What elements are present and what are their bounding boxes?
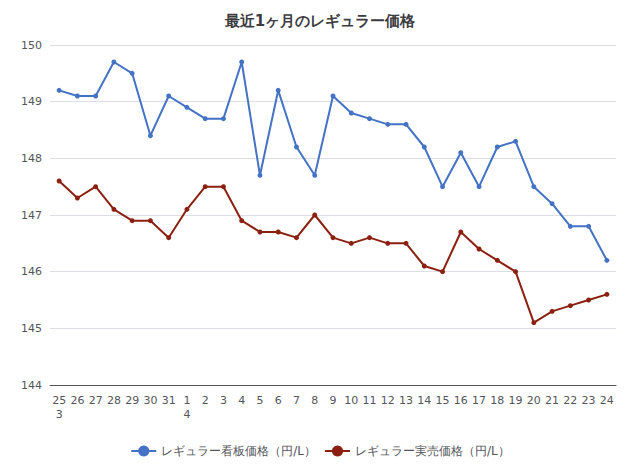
svg-text:19: 19 <box>509 394 523 407</box>
svg-text:12: 12 <box>381 394 395 407</box>
svg-text:147: 147 <box>21 209 42 222</box>
svg-text:150: 150 <box>21 39 42 52</box>
svg-text:6: 6 <box>275 394 282 407</box>
svg-text:144: 144 <box>21 379 42 392</box>
svg-text:9: 9 <box>330 394 337 407</box>
svg-text:148: 148 <box>21 152 42 165</box>
svg-text:149: 149 <box>21 95 42 108</box>
svg-text:21: 21 <box>545 394 559 407</box>
svg-text:18: 18 <box>490 394 504 407</box>
svg-text:レギュラー実売価格（円/L）: レギュラー実売価格（円/L） <box>355 444 510 458</box>
svg-text:1: 1 <box>183 394 190 407</box>
svg-text:2: 2 <box>202 394 209 407</box>
svg-text:5: 5 <box>256 394 263 407</box>
svg-text:15: 15 <box>436 394 450 407</box>
svg-text:20: 20 <box>527 394 541 407</box>
svg-text:26: 26 <box>70 394 84 407</box>
svg-text:最近1ヶ月のレギュラー価格: 最近1ヶ月のレギュラー価格 <box>224 12 416 30</box>
svg-text:レギュラー看板価格（円/L）: レギュラー看板価格（円/L） <box>161 444 316 458</box>
svg-text:30: 30 <box>143 394 157 407</box>
svg-text:14: 14 <box>417 394 431 407</box>
svg-text:16: 16 <box>454 394 468 407</box>
svg-text:24: 24 <box>600 394 614 407</box>
svg-text:3: 3 <box>56 408 63 421</box>
svg-text:4: 4 <box>238 394 245 407</box>
svg-text:11: 11 <box>363 394 377 407</box>
svg-text:13: 13 <box>399 394 413 407</box>
svg-text:29: 29 <box>125 394 139 407</box>
svg-text:3: 3 <box>220 394 227 407</box>
svg-text:31: 31 <box>162 394 176 407</box>
svg-text:22: 22 <box>563 394 577 407</box>
svg-text:28: 28 <box>107 394 121 407</box>
svg-text:10: 10 <box>344 394 358 407</box>
svg-text:27: 27 <box>89 394 103 407</box>
svg-text:145: 145 <box>21 322 42 335</box>
svg-text:17: 17 <box>472 394 486 407</box>
svg-text:7: 7 <box>293 394 300 407</box>
svg-text:8: 8 <box>311 394 318 407</box>
svg-text:146: 146 <box>21 265 42 278</box>
svg-text:4: 4 <box>183 408 190 421</box>
svg-text:23: 23 <box>582 394 596 407</box>
svg-text:25: 25 <box>52 394 66 407</box>
